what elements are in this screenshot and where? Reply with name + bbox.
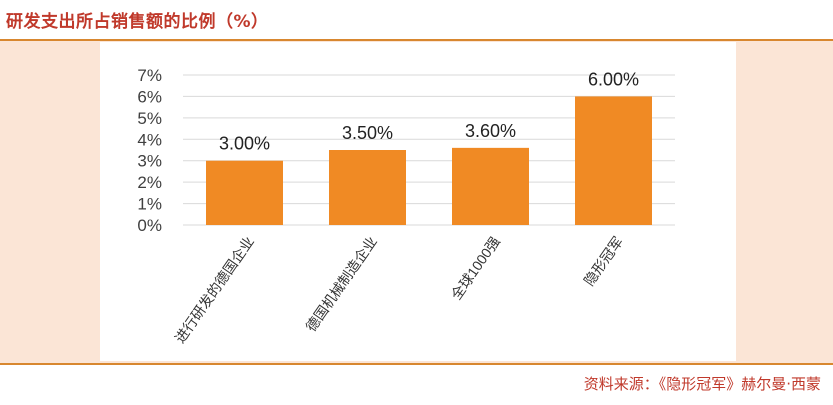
bar-value-label: 3.60%	[465, 121, 516, 141]
bar	[452, 147, 529, 225]
y-tick-label: 3%	[137, 152, 162, 171]
y-tick-label: 5%	[137, 109, 162, 128]
bar-chart: 0% 1% 2% 3% 4% 5% 6% 7% 3.00% 进行研发的德国企业 3.50% 德国机械制…	[137, 66, 675, 346]
source-divider	[0, 363, 833, 365]
bar-value-label: 3.00%	[219, 134, 270, 154]
bar	[206, 160, 283, 225]
chart-title: 研发支出所占销售额的比例（%）	[6, 12, 269, 32]
bar-value-label: 3.50%	[342, 123, 393, 143]
bar	[575, 96, 652, 225]
title-divider	[0, 39, 833, 41]
y-tick-label: 2%	[137, 173, 162, 192]
bar-value-label: 6.00%	[588, 69, 639, 89]
category-label: 全球1000强	[448, 234, 503, 303]
y-tick-label: 7%	[137, 66, 162, 85]
y-tick-label: 4%	[137, 130, 162, 149]
category-label: 隐形冠军	[581, 234, 626, 289]
category-label: 进行研发的德国企业	[172, 234, 257, 346]
plot-area: 0% 1% 2% 3% 4% 5% 6% 7% 3.00% 进行研发的德国企业 3.50% 德国机械制…	[100, 42, 736, 361]
category-label: 德国机械制造企业	[303, 234, 380, 335]
y-tick-label: 0%	[137, 216, 162, 235]
source-note: 资料来源：《隐形冠军》赫尔曼·西蒙	[583, 375, 821, 393]
bar	[329, 150, 406, 225]
y-tick-label: 1%	[137, 195, 162, 214]
y-tick-label: 6%	[137, 87, 162, 106]
